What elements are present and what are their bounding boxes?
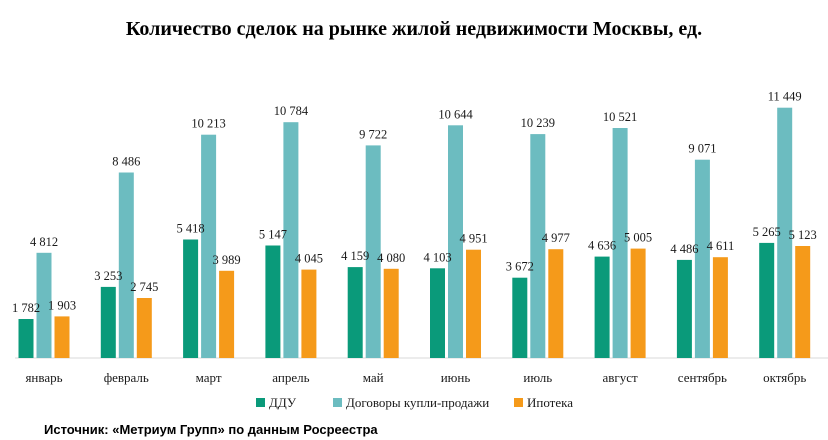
- bar: [548, 249, 564, 358]
- data-label: 10 239: [521, 116, 555, 130]
- bar: [448, 125, 463, 358]
- bar: [265, 245, 281, 358]
- category-label: январь: [25, 370, 62, 385]
- data-label: 5 418: [177, 222, 205, 236]
- data-label: 10 213: [191, 117, 225, 131]
- data-labels-group: 1 782 4 812 1 903 3 253 8 486 2 745 5 418 10 21…: [12, 90, 817, 315]
- category-label: апрель: [272, 370, 309, 385]
- bar: [219, 270, 235, 358]
- bar: [54, 316, 70, 358]
- bar: [283, 122, 299, 358]
- bar: [18, 319, 34, 358]
- category-label: август: [602, 370, 638, 385]
- data-label: 9 722: [359, 127, 387, 141]
- category-labels-group: январь февраль март апрель май июнь июль август…: [25, 370, 806, 385]
- data-label: 5 123: [789, 228, 817, 242]
- bar: [383, 268, 399, 358]
- bar: [777, 107, 793, 358]
- bar: [365, 145, 381, 358]
- data-label: 10 644: [438, 107, 473, 121]
- legend: ДДУ Договоры купли-продажи Ипотека: [256, 395, 573, 410]
- data-label: 4 103: [423, 250, 451, 264]
- bar: [712, 257, 728, 358]
- legend-label: Ипотека: [527, 395, 573, 410]
- data-label: 9 071: [688, 142, 716, 156]
- data-label: 4 159: [341, 249, 369, 263]
- legend-swatch: [256, 398, 265, 407]
- data-label: 4 045: [295, 252, 323, 266]
- category-label: сентябрь: [678, 370, 727, 385]
- bar: [201, 134, 217, 358]
- bar: [100, 286, 116, 358]
- category-label: июль: [523, 370, 552, 385]
- legend-label: ДДУ: [269, 395, 297, 410]
- source-note: Источник: «Метриум Групп» по данным Роср…: [44, 422, 378, 437]
- data-label: 2 745: [130, 280, 158, 294]
- category-label: февраль: [104, 370, 149, 385]
- bar: [676, 259, 692, 358]
- data-label: 5 147: [259, 228, 287, 242]
- data-label: 10 784: [274, 104, 309, 118]
- data-label: 4 977: [542, 231, 570, 245]
- bar: [759, 242, 775, 358]
- data-label: 5 265: [753, 225, 781, 239]
- category-label: май: [363, 370, 384, 385]
- bar: [301, 269, 317, 358]
- data-label: 5 005: [624, 231, 652, 245]
- category-label: март: [196, 370, 222, 385]
- bar: [530, 134, 546, 358]
- bar: [136, 298, 152, 358]
- bar: [795, 246, 811, 358]
- legend-swatch: [333, 398, 342, 407]
- data-label: 1 782: [12, 301, 40, 315]
- data-label: 4 080: [377, 251, 405, 265]
- data-label: 3 989: [213, 253, 241, 267]
- data-label: 4 951: [459, 232, 487, 246]
- bar: [118, 172, 134, 358]
- data-label: 8 486: [112, 155, 140, 169]
- data-label: 4 486: [670, 242, 698, 256]
- legend-swatch: [514, 398, 523, 407]
- bar: [466, 249, 481, 358]
- legend-label: Договоры купли-продажи: [346, 395, 489, 410]
- bar: [594, 256, 610, 358]
- bar: [347, 267, 363, 358]
- bar: [630, 248, 646, 358]
- bar: [183, 239, 199, 358]
- data-label: 4 611: [707, 239, 735, 253]
- data-label: 10 521: [603, 110, 637, 124]
- data-label: 11 449: [768, 90, 802, 104]
- bars-group: [18, 107, 811, 358]
- bar: [430, 268, 445, 358]
- data-label: 4 636: [588, 239, 616, 253]
- data-label: 3 253: [94, 269, 122, 283]
- data-label: 3 672: [506, 260, 534, 274]
- bar: [512, 277, 528, 358]
- bar: [36, 252, 52, 358]
- bar: [612, 128, 628, 358]
- bar: [694, 159, 710, 358]
- category-label: октябрь: [763, 370, 806, 385]
- data-label: 1 903: [48, 298, 76, 312]
- category-label: июнь: [441, 370, 471, 385]
- data-label: 4 812: [30, 235, 58, 249]
- chart-title: Количество сделок на рынке жилой недвижи…: [126, 18, 702, 40]
